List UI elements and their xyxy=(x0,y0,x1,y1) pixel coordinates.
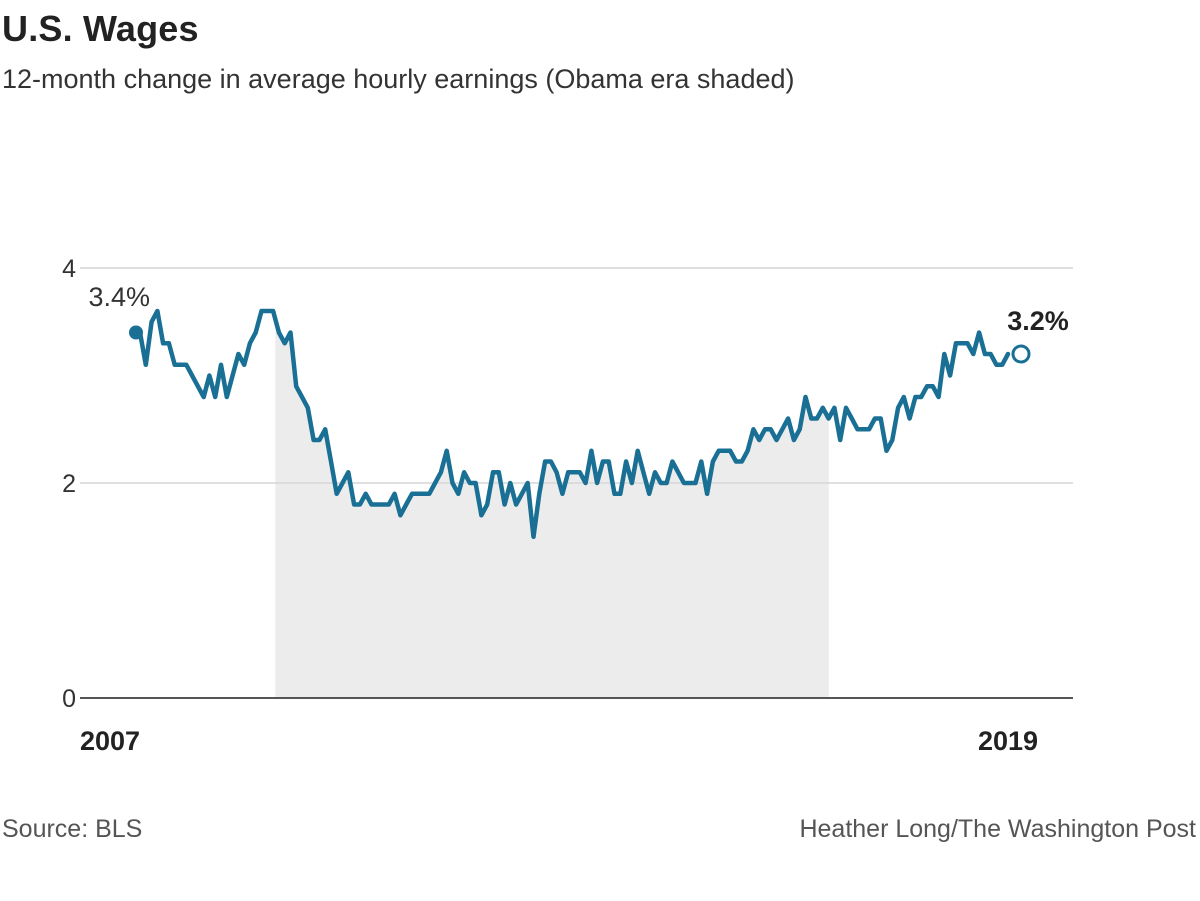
y-tick-label-2: 2 xyxy=(62,470,76,498)
end-point-marker xyxy=(1011,344,1031,364)
chart-subtitle: 12-month change in average hourly earnin… xyxy=(2,64,795,94)
start-point-marker xyxy=(129,325,143,340)
source-note: Source: BLS xyxy=(2,815,143,843)
series-line-wage-growth xyxy=(137,308,1011,540)
x-tick-label-end: 2019 xyxy=(978,726,1038,756)
chart-title: U.S. Wages xyxy=(2,8,199,49)
y-tick-label-4: 4 xyxy=(62,255,76,283)
y-tick-label-0: 0 xyxy=(62,685,76,713)
credit-note: Heather Long/The Washington Post xyxy=(799,815,1196,843)
obama-era-shaded-area xyxy=(275,332,829,698)
y-tick-labels: 0 2 4 xyxy=(62,255,76,713)
gridlines xyxy=(80,267,1073,484)
x-tick-label-start: 2007 xyxy=(80,726,140,756)
start-value-label: 3.4% xyxy=(88,282,150,312)
end-value-label: 3.2% xyxy=(1007,306,1069,336)
